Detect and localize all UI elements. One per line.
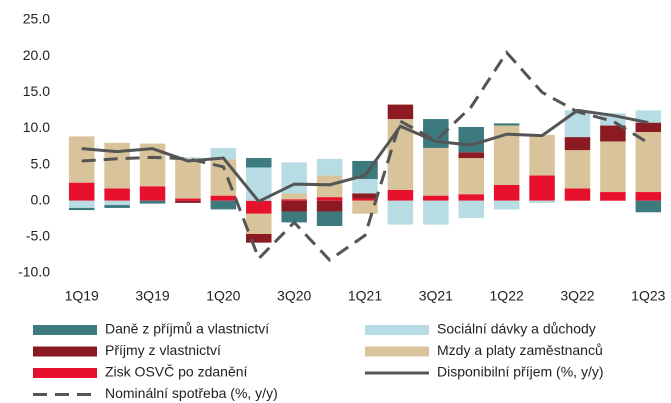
bar-segment (316, 211, 343, 227)
bar-segment (68, 182, 95, 201)
bar-segment (210, 195, 237, 201)
bar-segment (458, 152, 484, 159)
bar-segment (529, 175, 555, 201)
bar-segment (175, 157, 201, 159)
bar-segment (104, 188, 130, 201)
bar-segment (387, 189, 414, 201)
bar-segment (352, 179, 378, 194)
bar-segment (246, 158, 272, 168)
bar-segment (493, 123, 520, 126)
line-series (81, 50, 650, 262)
y-tick-label: 25.0 (23, 11, 50, 27)
bar-segment (600, 141, 626, 193)
legend-swatch (33, 325, 97, 335)
bar-segment (175, 200, 201, 203)
bar-segment (387, 104, 414, 120)
y-tick-label: 10.0 (23, 119, 50, 135)
y-tick-label: 15.0 (23, 83, 50, 99)
bar-segment (281, 211, 307, 223)
bar-segment (635, 132, 662, 193)
bar-segment (210, 147, 237, 160)
bar-segment (316, 197, 343, 201)
y-tick-label: 0.0 (31, 191, 51, 207)
x-tick-label: 1Q20 (206, 288, 240, 304)
bar-segment (316, 158, 343, 176)
bar-segment (635, 122, 662, 133)
bar-segment (635, 110, 662, 123)
legend-swatch (33, 368, 97, 378)
bar-segment (564, 188, 591, 201)
bar-segment (352, 198, 378, 201)
bar-segment (139, 200, 166, 204)
bar-segment (210, 200, 237, 210)
bar-segment (175, 198, 201, 201)
bar-segment (68, 207, 95, 211)
bar-segment (423, 195, 449, 201)
bar-segment (175, 158, 201, 199)
bar-segment (246, 200, 272, 214)
x-tick-label: 1Q22 (490, 288, 524, 304)
legend-swatch (33, 346, 97, 357)
bar-segment (564, 137, 591, 151)
bar-segment (281, 200, 307, 212)
legend-swatch (365, 346, 429, 357)
legend-label: Zisk OSVČ po zdanění (105, 364, 248, 380)
bar-segment (68, 200, 95, 208)
bar-segment (458, 200, 484, 219)
legend-label: Nominální spotřeba (%, y/y) (105, 385, 278, 401)
bar-segment (564, 150, 591, 189)
x-tick-label: 3Q22 (560, 288, 594, 304)
bar-segment (458, 194, 484, 201)
bar-segment (458, 126, 484, 153)
x-tick-label: 3Q19 (135, 288, 169, 304)
bar-segment (529, 200, 555, 203)
bar-segment (104, 205, 130, 208)
y-tick-label: 5.0 (31, 155, 51, 171)
bar-segment (493, 184, 520, 201)
legend-label: Daně z příjmů a vlastnictví (105, 321, 269, 337)
legend-label: Příjmy z vlastnictví (105, 342, 221, 358)
bar-segment (352, 200, 378, 214)
bar-segment (635, 192, 662, 201)
bar-segment (564, 110, 591, 138)
bar-segment (458, 158, 484, 195)
x-tick-label: 1Q23 (631, 288, 665, 304)
x-tick-label: 1Q19 (65, 288, 99, 304)
legend-swatch (365, 325, 429, 335)
x-tick-label: 3Q21 (419, 288, 453, 304)
bar-segment (281, 193, 307, 200)
bar-segment (493, 200, 520, 210)
bar-segment (104, 200, 130, 206)
bar-segment (246, 167, 272, 201)
x-tick-label: 3Q20 (277, 288, 311, 304)
legend-label: Mzdy a platy zaměstnanců (437, 342, 603, 358)
bar-segment (635, 200, 662, 213)
bar-segment (423, 200, 449, 225)
bar-segment (352, 193, 378, 199)
y-tick-label: -10.0 (18, 264, 50, 280)
x-tick-label: 1Q21 (348, 288, 382, 304)
legend-label: Disponibilní příjem (%, y/y) (437, 364, 604, 380)
bar-segment (600, 125, 626, 142)
bar-segment (600, 192, 626, 201)
bar-segment (246, 233, 272, 243)
bar-segment (281, 199, 307, 201)
bar-segment (316, 200, 343, 212)
bar-segment (387, 200, 414, 225)
y-tick-label: 20.0 (23, 47, 50, 63)
bar-segment (423, 147, 449, 196)
legend-label: Sociální dávky a důchody (437, 321, 596, 337)
y-tick-label: -5.0 (26, 228, 50, 244)
bar-segment (139, 186, 166, 201)
bar-segment (529, 134, 555, 176)
bar-segment (246, 213, 272, 234)
